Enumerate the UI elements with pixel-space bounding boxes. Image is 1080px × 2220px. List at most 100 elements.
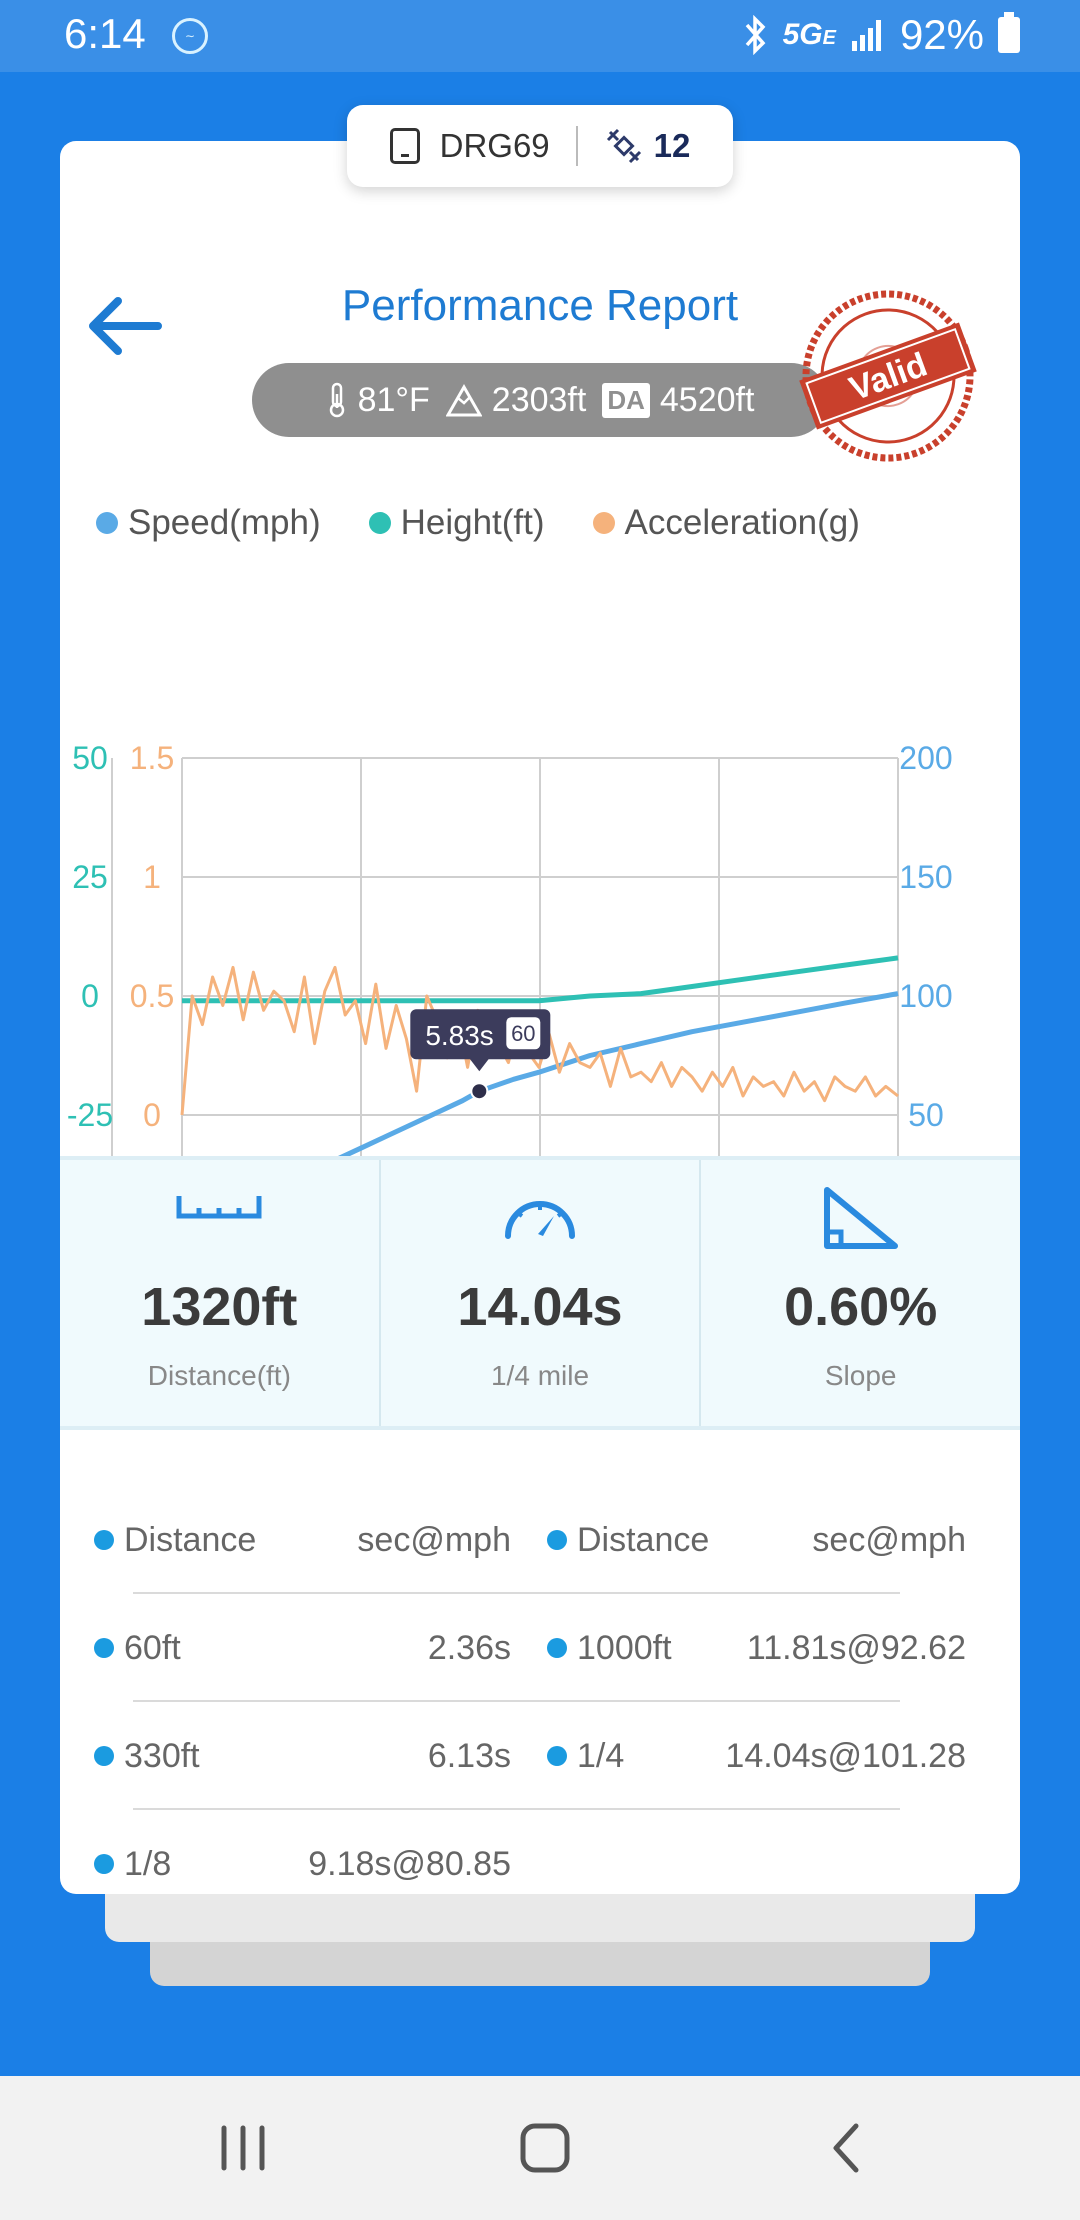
satellite-count: 12 xyxy=(653,127,691,164)
split-time: 14.04s@101.28 xyxy=(725,1737,966,1775)
legend-item-height[interactable]: Height(ft) xyxy=(368,503,545,543)
tooltip-time: 5.83s xyxy=(425,1020,494,1051)
split-distance: 1/8 xyxy=(94,1810,171,1894)
split-distance: 1000ft xyxy=(547,1594,672,1702)
axis-tick-label: 100 xyxy=(899,978,952,1014)
phone-icon xyxy=(389,128,420,164)
table-header-cell: sec@mph xyxy=(357,1521,511,1559)
split-distance: 330ft xyxy=(94,1702,200,1810)
legend-label: Height(ft) xyxy=(400,503,545,542)
device-pill[interactable]: DRG69 12 xyxy=(347,105,733,187)
axis-tick-label: 25 xyxy=(72,859,108,895)
status-bar: 6:14 ∼ 5GE 92% xyxy=(0,0,1080,72)
splits-header-row: Distance sec@mph Distance sec@mph xyxy=(60,1486,1020,1594)
bullet-dot xyxy=(94,1746,114,1766)
home-icon[interactable] xyxy=(510,2118,580,2178)
table-row: 1/8 9.18s@80.85 xyxy=(60,1810,1020,1894)
table-header-cell: Distance xyxy=(94,1486,256,1594)
legend-label: Acceleration(g) xyxy=(624,503,860,542)
bullet-dot xyxy=(94,1854,114,1874)
report-card: Performance Report 81°F 2303ft DA 4520ft xyxy=(60,141,1020,1894)
split-distance: 1/4 xyxy=(547,1702,624,1810)
valid-stamp: Valid xyxy=(799,290,977,462)
tooltip-badge xyxy=(506,1017,541,1050)
tooltip-speed: 60 xyxy=(511,1021,535,1046)
back-arrow-icon[interactable] xyxy=(80,281,170,371)
satellite-icon xyxy=(606,128,641,164)
stat-label: Slope xyxy=(824,1360,897,1391)
legend-item-acceleration[interactable]: Acceleration(g) xyxy=(592,503,860,543)
tooltip-point xyxy=(470,1082,489,1101)
axis-tick-label: 0 xyxy=(143,1097,161,1133)
system-nav-bar xyxy=(0,2076,1080,2220)
pill-divider xyxy=(575,126,578,166)
mountain-icon xyxy=(445,383,482,417)
bullet-dot xyxy=(94,1638,114,1658)
thermometer-icon xyxy=(329,382,344,418)
axis-tick-label: 1.5 xyxy=(130,740,174,776)
bullet-dot xyxy=(94,1530,114,1550)
axis-tick-label: 1 xyxy=(143,859,161,895)
legend-dot xyxy=(368,512,391,534)
page-title: Performance Report xyxy=(341,281,739,330)
bullet-dot xyxy=(547,1746,567,1766)
density-altitude-readout: DA 4520ft xyxy=(602,381,754,420)
device-name: DRG69 xyxy=(439,127,550,164)
notification-app-icon: ∼ xyxy=(172,18,208,54)
status-indicators: 5GE 92% xyxy=(743,10,1020,60)
axis-tick-label: 50 xyxy=(908,1097,944,1133)
altitude-readout: 2303ft xyxy=(445,380,587,420)
stat-value: 1320ft xyxy=(141,1277,298,1337)
table-row: 330ft 6.13s 1/4 14.04s@101.28 xyxy=(60,1702,1020,1810)
signal-icon xyxy=(851,20,881,51)
split-time: 11.81s@92.62 xyxy=(746,1629,966,1667)
conditions-bar: 81°F 2303ft DA 4520ft xyxy=(252,363,828,437)
split-time: 9.18s@80.85 xyxy=(308,1845,511,1883)
stat-value: 14.04s xyxy=(457,1277,623,1337)
stat-label: Distance(ft) xyxy=(147,1360,291,1391)
status-time: 6:14 xyxy=(64,10,146,57)
split-time: 2.36s xyxy=(427,1629,511,1667)
legend-item-speed[interactable]: Speed(mph) xyxy=(96,503,321,543)
table-row: 60ft 2.36s 1000ft 11.81s@92.62 xyxy=(60,1594,1020,1702)
splits-table: Distance sec@mph Distance sec@mph 60ft 2… xyxy=(60,1486,1020,1894)
temperature-value: 81°F xyxy=(357,380,430,419)
chart-legend: Speed(mph) Height(ft) Acceleration(g) xyxy=(96,503,860,543)
axis-tick-label: 0.5 xyxy=(130,978,174,1014)
density-altitude-badge: DA xyxy=(602,382,650,418)
density-altitude-value: 4520ft xyxy=(659,380,755,419)
legend-dot xyxy=(96,512,118,534)
altitude-value: 2303ft xyxy=(491,380,587,419)
battery-percent: 92% xyxy=(899,11,984,58)
legend-label: Speed(mph) xyxy=(128,503,321,542)
axis-tick-label: 0 xyxy=(81,978,99,1014)
network-type: 5GE xyxy=(782,18,836,51)
axis-tick-label: 50 xyxy=(72,740,108,776)
table-header-cell: sec@mph xyxy=(812,1521,966,1559)
series-line-height xyxy=(182,955,899,1004)
stat-quarter-mile: 14.04s 1/4 mile xyxy=(378,1160,700,1426)
bullet-dot xyxy=(547,1638,567,1658)
bullet-dot xyxy=(547,1530,567,1550)
axis-tick-label: 150 xyxy=(899,859,952,895)
axis-tick-label: 200 xyxy=(899,740,952,776)
temperature-readout: 81°F xyxy=(326,381,430,420)
stat-distance: 1320ft Distance(ft) xyxy=(60,1160,379,1426)
battery-icon xyxy=(998,12,1020,53)
summary-stats: 1320ft Distance(ft) 14.04s 1/4 mile 0.60… xyxy=(60,1156,1020,1430)
card-stack-middle xyxy=(105,1890,975,1942)
split-distance: 60ft xyxy=(94,1594,181,1702)
speedometer-icon xyxy=(505,1201,575,1239)
tooltip-pointer xyxy=(469,1058,490,1072)
split-time: 6.13s xyxy=(427,1737,511,1775)
bluetooth-icon xyxy=(745,15,765,55)
slope-icon xyxy=(823,1187,898,1249)
stat-label: 1/4 mile xyxy=(490,1360,590,1391)
stat-slope: 0.60% Slope xyxy=(699,1160,1020,1426)
performance-chart[interactable]: 50250-25-501.510.50-0.52001501005005.83s… xyxy=(60,561,1020,1261)
back-icon[interactable] xyxy=(812,2118,882,2178)
legend-dot xyxy=(592,512,615,534)
table-header-cell: Distance xyxy=(547,1486,709,1594)
stat-value: 0.60% xyxy=(784,1277,938,1337)
recent-apps-icon[interactable] xyxy=(208,2118,278,2178)
